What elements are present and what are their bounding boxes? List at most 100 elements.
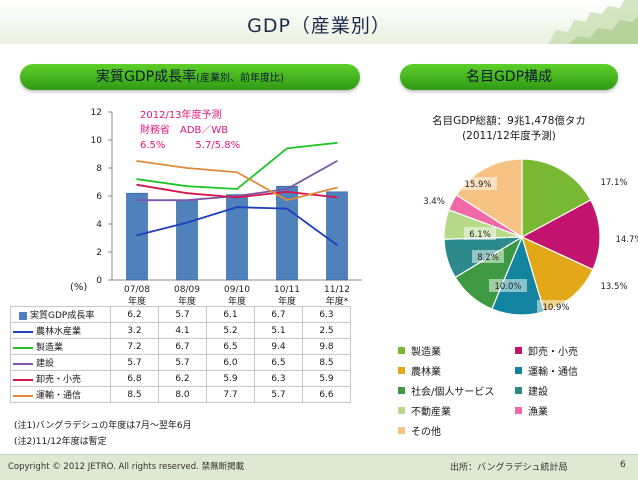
table-row-label: 実質GDP成長率 — [10, 306, 111, 323]
series-name: 卸売・小売 — [36, 375, 82, 385]
pie-legend-item: その他 — [398, 423, 441, 438]
table-cell: 6.0 — [206, 354, 255, 371]
table-cell: 2.5 — [302, 322, 351, 339]
legend-swatch-icon — [13, 330, 33, 333]
legend-label: 社会/個人サービス — [411, 387, 495, 398]
table-row: 製造業 7.2 6.7 6.5 9.4 9.8 — [10, 338, 351, 355]
pie-legend-item: 不動産業 — [398, 403, 451, 418]
pie-title-line1: 名目GDP総額：9兆1,478億タカ — [432, 115, 586, 127]
series-point — [336, 142, 338, 144]
footer-bar — [0, 454, 638, 480]
bar-real-gdp — [326, 191, 348, 281]
y-tick-label: 0 — [96, 276, 102, 286]
table-cell: 6.2 — [110, 306, 159, 323]
x-tick-label: 08/09 年度 — [174, 285, 200, 306]
table-row-label: 運輸・通信 — [10, 386, 111, 403]
note-1: (注1)バングラデシュの年度は7月～翌年6月 — [14, 421, 192, 431]
bar-real-gdp — [276, 185, 298, 281]
series-point — [336, 160, 338, 162]
legend-label: その他 — [411, 427, 441, 438]
series-point — [336, 186, 338, 189]
real-gdp-growth-banner: 実質GDP成長率(産業別、前年度比) — [20, 64, 360, 90]
series-point — [136, 160, 138, 162]
y-tick-label: 12 — [91, 108, 102, 118]
slide-title-bar: GDP（産業別） — [0, 0, 638, 44]
series-point — [186, 167, 188, 169]
pie-data-label: 6.1% — [469, 230, 491, 240]
legend-swatch-icon — [13, 394, 33, 397]
banner-left-subtitle: (産業別、前年度比) — [196, 73, 284, 84]
table-cell: 7.2 — [110, 338, 159, 355]
pie-chart: 17.1% 14.7% 13.5% 10.9% 10.0% 8.2% 6.1% 3.4% 15.… — [418, 158, 638, 316]
legend-swatch-icon — [515, 347, 522, 354]
table-cell: 5.7 — [254, 386, 303, 403]
y-unit-label: (%) — [70, 282, 88, 293]
y-tick-label: 10 — [91, 136, 103, 146]
table-cell: 8.5 — [110, 386, 159, 403]
pie-label-bg — [489, 279, 527, 292]
pie-legend-item: 製造業 — [398, 343, 441, 358]
legend-label: 卸売・小売 — [528, 347, 578, 358]
note-2: (注2)11/12年度は暫定 — [14, 437, 107, 447]
page-number: 6 — [620, 460, 626, 470]
forecast-note-line1: 2012/13年度予測 — [140, 110, 222, 121]
table-cell: 9.8 — [302, 338, 351, 355]
series-point — [236, 206, 238, 208]
table-row-label: 製造業 — [10, 338, 111, 355]
pie-data-label: 8.2% — [477, 253, 499, 263]
table-row: 農林水産業 3.2 4.1 5.2 5.1 2.5 — [10, 322, 351, 339]
bar-real-gdp — [226, 194, 248, 281]
source-text: 出所：バングラデシュ統計局 — [450, 463, 568, 473]
table-cell: 6.7 — [158, 338, 207, 355]
pie-legend-item: 卸売・小売 — [515, 343, 578, 358]
y-tick-label: 4 — [96, 220, 102, 230]
bar-real-gdp — [126, 192, 148, 281]
table-cell: 6.5 — [206, 338, 255, 355]
map-decoration-icon — [548, 0, 638, 44]
legend-label: 運輸・通信 — [528, 367, 578, 378]
pie-data-label: 10.0% — [494, 282, 521, 292]
table-row: 実質GDP成長率 6.2 5.7 6.1 6.7 6.3 — [10, 306, 351, 323]
legend-swatch-icon — [13, 378, 33, 381]
legend-swatch-icon — [13, 346, 33, 349]
table-cell: 6.3 — [302, 306, 351, 323]
table-row-label: 農林水産業 — [10, 322, 111, 339]
copyright-text: Copyright © 2012 JETRO. All rights reser… — [8, 462, 245, 472]
legend-swatch-icon — [398, 427, 405, 434]
banner-left-title: 実質GDP成長率 — [96, 69, 197, 85]
table-cell: 6.2 — [158, 370, 207, 387]
pie-data-label: 14.7% — [615, 235, 638, 245]
table-cell: 8.0 — [158, 386, 207, 403]
pie-data-label: 17.1% — [600, 178, 627, 188]
legend-swatch-icon — [515, 367, 522, 374]
legend-swatch-icon — [398, 387, 405, 394]
table-cell: 6.3 — [254, 370, 303, 387]
pie-title: 名目GDP総額：9兆1,478億タカ (2011/12年度予測) — [396, 114, 622, 144]
table-cell: 6.7 — [254, 306, 303, 323]
pie-label-bg — [472, 250, 504, 263]
series-point — [286, 199, 288, 201]
legend-swatch-icon — [19, 311, 27, 320]
table-row: 卸売・小売 6.8 6.2 5.9 6.3 5.9 — [10, 370, 351, 387]
legend-label: 建設 — [528, 387, 548, 398]
x-tick-label: 11/12 年度* — [324, 285, 350, 306]
legend-label: 漁業 — [528, 407, 548, 418]
pie-title-line2: (2011/12年度予測) — [462, 130, 556, 142]
series-point — [236, 188, 238, 190]
pie-legend-item: 漁業 — [515, 403, 548, 418]
series-point — [286, 207, 288, 210]
series-point — [136, 234, 138, 236]
pie-legend-item: 建設 — [515, 383, 548, 398]
table-cell: 5.7 — [110, 354, 159, 371]
series-name: 実質GDP成長率 — [30, 311, 95, 321]
table-cell: 5.7 — [158, 306, 207, 323]
legend-swatch-icon — [398, 347, 405, 354]
forecast-note-line2: 財務省 ADB／WB — [140, 125, 229, 136]
series-point — [286, 188, 288, 190]
forecast-note-line3: 6.5% 5.7/5.8% — [140, 140, 241, 151]
legend-label: 不動産業 — [411, 407, 451, 418]
x-tick-label: 09/10 年度 — [224, 285, 250, 306]
nominal-gdp-banner: 名目GDP構成 — [400, 64, 618, 90]
pie-data-label: 10.9% — [542, 303, 569, 313]
forecast-note: 2012/13年度予測 財務省 ADB／WB 6.5% 5.7/5.8% — [140, 108, 240, 153]
